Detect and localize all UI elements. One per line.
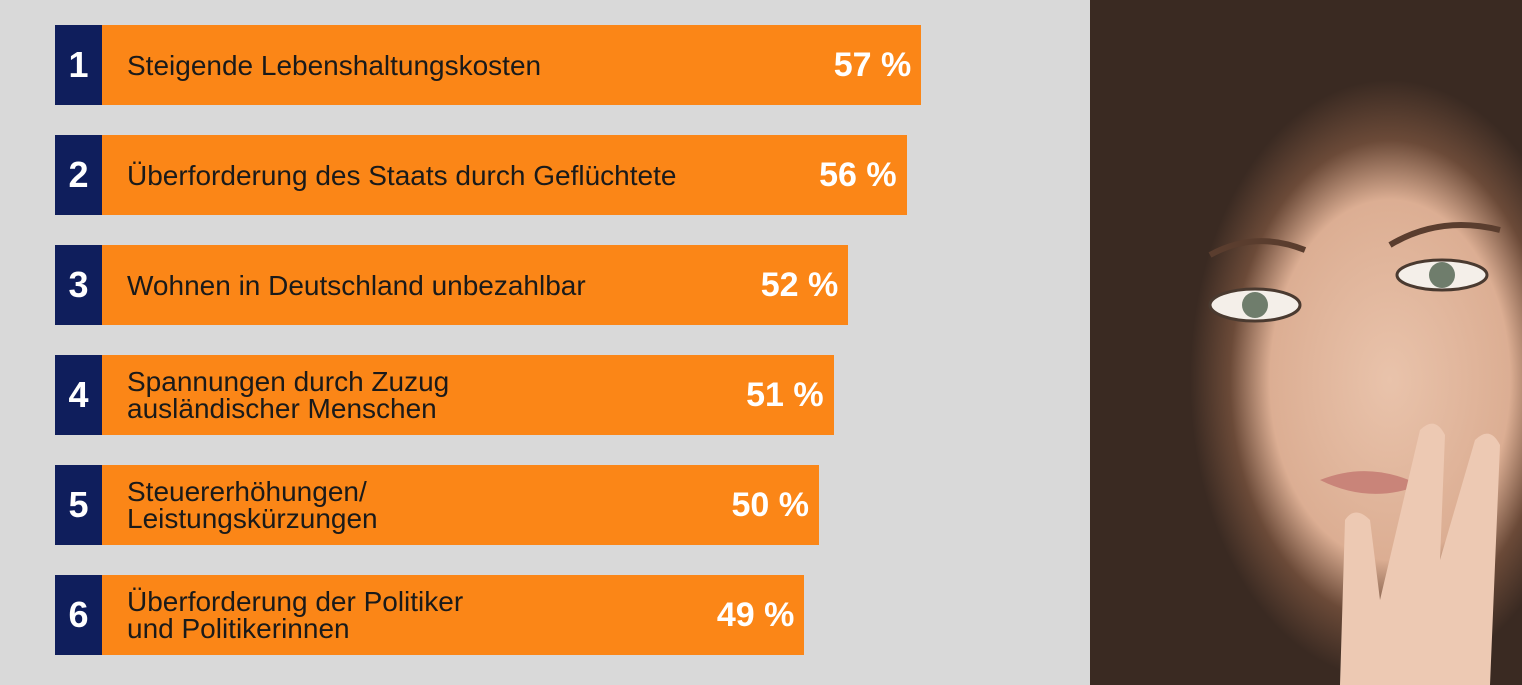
photo [1090,0,1522,685]
category-label: Überforderung der Politiker und Politike… [127,586,464,644]
category-label: Steuererhöhungen/ Leistungskürzungen [127,476,378,534]
value-label: 49 % [716,595,795,634]
category-label: Steigende Lebenshaltungskosten [127,49,542,81]
bar [102,245,849,325]
value-label: 52 % [760,265,839,304]
bar [102,25,922,105]
bar [102,575,805,655]
value-label: 50 % [731,485,810,524]
chart: 1 Steigende Lebenshaltungskosten 57 % 2 Über… [55,25,922,655]
value-label: 51 % [746,375,824,414]
category-label: Überforderung des Staats durch Geflüchte… [127,159,677,191]
rank-label: 2 [55,135,102,215]
category-label: Wohnen in Deutschland unbezahlbar [127,269,586,301]
rank-label: 4 [55,355,102,435]
rank-label: 3 [55,245,102,325]
rank-label: 5 [55,465,102,545]
bar [102,465,819,545]
category-label: Spannungen durch Zuzug ausländischer Men… [127,366,450,424]
photo-drawing [1208,222,1501,685]
rank-label: 6 [55,575,102,655]
value-label: 56 % [819,155,897,194]
value-label: 57 % [833,45,912,84]
bar [102,135,907,215]
rank-label: 1 [55,25,102,105]
bar [102,355,834,435]
